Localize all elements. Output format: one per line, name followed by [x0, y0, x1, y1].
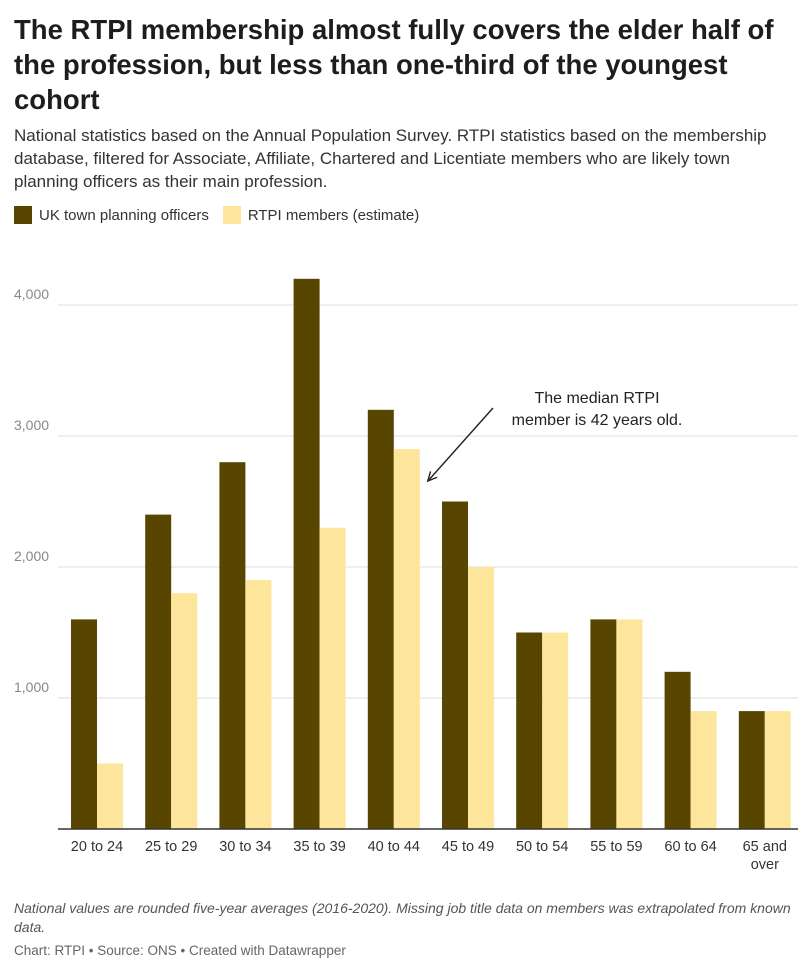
- bar-uk-town-planning-officers-60-to-64: [664, 671, 691, 829]
- legend-label-rtpi-members: RTPI members (estimate): [247, 206, 420, 224]
- x-tick-label-35-to-39: 35 to 39: [293, 839, 345, 855]
- bar-rtpi-members-estimate-50-to-54: [542, 632, 569, 829]
- bar-uk-town-planning-officers-50-to-54: [516, 632, 543, 829]
- bar-uk-town-planning-officers-45-to-49: [442, 501, 468, 829]
- bar-uk-town-planning-officers-40-to-44: [367, 409, 394, 829]
- x-tick-label-60-to-64: 60 to 64: [664, 839, 716, 855]
- x-axis-labels: 20 to 24 25 to 29 30 to 34 35 to 39 40 to 44…: [71, 839, 787, 873]
- bar-uk-town-planning-officers-55-to-59: [590, 619, 617, 829]
- gridlines: 1,000 2,000 3,000 4,000: [14, 286, 798, 699]
- legend-swatch-rtpi-members: [222, 206, 241, 224]
- annotation-arrow-line: [427, 407, 494, 482]
- chart-notes: National values are rounded five-year av…: [14, 900, 791, 935]
- bar-uk-town-planning-officers-20-to-24: [71, 619, 97, 829]
- x-tick-label-55-to-59: 55 to 59: [590, 839, 642, 855]
- bar-rtpi-members-estimate-30-to-34: [245, 580, 272, 829]
- annotation-text: The median RTPI member is 42 years old.: [512, 390, 683, 429]
- chart-credit: Chart: RTPI • Source: ONS • Created with…: [14, 943, 346, 958]
- bar-rtpi-members-estimate-65-and-over: [764, 711, 791, 829]
- bar-chart: 1,000 2,000 3,000 4,000 20 to 24 25 to 29 30 …: [14, 278, 798, 873]
- x-tick-label-20-to-24: 20 to 24: [71, 839, 123, 855]
- bar-rtpi-members-estimate-55-to-59: [616, 619, 643, 829]
- chart-subtitle: National statistics based on the Annual …: [14, 126, 767, 191]
- y-tick-label: 1,000: [14, 679, 49, 695]
- x-tick-label-40-to-44: 40 to 44: [368, 839, 420, 855]
- bar-rtpi-members-estimate-35-to-39: [319, 527, 346, 829]
- y-tick-label: 4,000: [14, 286, 49, 302]
- bar-uk-town-planning-officers-30-to-34: [219, 462, 246, 829]
- legend: UK town planning officers RTPI members (…: [14, 204, 433, 226]
- bar-rtpi-members-estimate-60-to-64: [690, 711, 717, 829]
- chart-title: The RTPI membership almost fully covers …: [14, 14, 774, 115]
- y-tick-label: 2,000: [14, 548, 49, 564]
- y-tick-label: 3,000: [14, 417, 49, 433]
- bar-uk-town-planning-officers-25-to-29: [145, 514, 172, 829]
- legend-item-uk-officers: UK town planning officers: [14, 206, 209, 224]
- bars: [58, 278, 798, 830]
- legend-label-uk-officers: UK town planning officers: [39, 206, 209, 224]
- bar-uk-town-planning-officers-35-to-39: [293, 278, 320, 829]
- bar-rtpi-members-estimate-20-to-24: [97, 763, 123, 829]
- x-tick-label-30-to-34: 30 to 34: [219, 839, 271, 855]
- x-tick-label-25-to-29: 25 to 29: [145, 839, 197, 855]
- annotation-arrow-head: [426, 471, 438, 483]
- bar-rtpi-members-estimate-45-to-49: [468, 567, 494, 829]
- x-tick-label-65-and-over: 65 and over: [743, 839, 787, 873]
- legend-item-rtpi-members: RTPI members (estimate): [222, 206, 420, 224]
- bar-rtpi-members-estimate-25-to-29: [171, 593, 198, 829]
- annotation: The median RTPI member is 42 years old.: [426, 390, 683, 483]
- bar-rtpi-members-estimate-40-to-44: [393, 449, 420, 829]
- legend-swatch-uk-officers: [14, 206, 32, 224]
- bar-uk-town-planning-officers-65-and-over: [738, 711, 765, 829]
- x-tick-label-45-to-49: 45 to 49: [442, 839, 494, 855]
- x-tick-label-50-to-54: 50 to 54: [516, 839, 568, 855]
